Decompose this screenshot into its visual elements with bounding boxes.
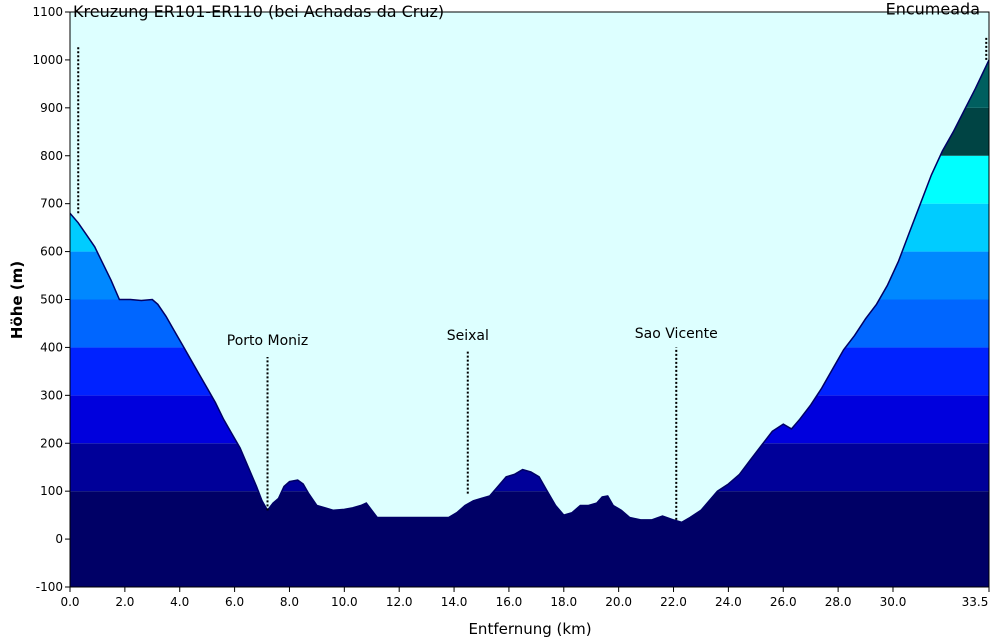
waypoint-label-3: Sao Vicente bbox=[635, 326, 718, 342]
x-tick-label-6: 12.0 bbox=[386, 595, 413, 609]
x-tick-label-2: 4.0 bbox=[170, 595, 189, 609]
x-tick-label-11: 22.0 bbox=[660, 595, 687, 609]
waypoint-label-4: Encumeada bbox=[886, 0, 980, 18]
x-tick-label-0: 0.0 bbox=[60, 595, 79, 609]
x-tick-label-14: 28.0 bbox=[825, 595, 852, 609]
y-tick-label-6: 500 bbox=[40, 293, 63, 307]
y-tick-label-9: 800 bbox=[40, 149, 63, 163]
waypoint-label-0: Kreuzung ER101-ER110 (bei Achadas da Cru… bbox=[73, 2, 444, 21]
x-tick-label-10: 20.0 bbox=[605, 595, 632, 609]
y-tick-label-4: 300 bbox=[40, 388, 63, 402]
plot-area bbox=[69, 11, 990, 588]
x-tick-label-1: 2.0 bbox=[115, 595, 134, 609]
y-tick-label-7: 600 bbox=[40, 245, 63, 259]
x-axis-label: Entfernung (km) bbox=[468, 620, 591, 638]
x-tick-label-9: 18.0 bbox=[550, 595, 577, 609]
profile-line bbox=[69, 59, 990, 524]
x-tick-label-13: 26.0 bbox=[770, 595, 797, 609]
elevation-band-0 bbox=[70, 491, 989, 587]
y-tick-label-3: 200 bbox=[40, 436, 63, 450]
y-axis: -100 0 100 200 300 400 500 600 700 800 900 1000 1100 bbox=[32, 5, 70, 594]
x-tick-label-5: 10.0 bbox=[331, 595, 358, 609]
waypoint-label-1: Porto Moniz bbox=[227, 333, 309, 349]
x-tick-label-3: 6.0 bbox=[225, 595, 244, 609]
y-tick-label-2: 100 bbox=[40, 484, 63, 498]
waypoint-label-2: Seixal bbox=[447, 328, 489, 344]
waypoint-markers: Kreuzung ER101-ER110 (bei Achadas da Cru… bbox=[73, 0, 988, 520]
x-tick-label-8: 16.0 bbox=[496, 595, 523, 609]
y-tick-label-10: 900 bbox=[40, 101, 63, 115]
y-axis-label: Höhe (m) bbox=[8, 261, 26, 339]
x-axis: 0.0 2.0 4.0 6.0 8.0 10.0 12.0 14.0 16.0 18.0 20.0 2… bbox=[60, 587, 990, 609]
y-tick-label-11: 1000 bbox=[32, 53, 63, 67]
y-tick-label-1: 0 bbox=[55, 532, 63, 546]
x-tick-label-4: 8.0 bbox=[280, 595, 299, 609]
y-tick-label-12: 1100 bbox=[32, 5, 63, 19]
x-tick-label-12: 24.0 bbox=[715, 595, 742, 609]
x-tick-label-7: 14.0 bbox=[441, 595, 468, 609]
x-tick-label-16: 33.5 bbox=[962, 595, 989, 609]
y-tick-label-0: -100 bbox=[36, 580, 63, 594]
x-tick-label-15: 30.0 bbox=[880, 595, 907, 609]
y-tick-label-5: 400 bbox=[40, 340, 63, 354]
y-tick-label-8: 700 bbox=[40, 197, 63, 211]
